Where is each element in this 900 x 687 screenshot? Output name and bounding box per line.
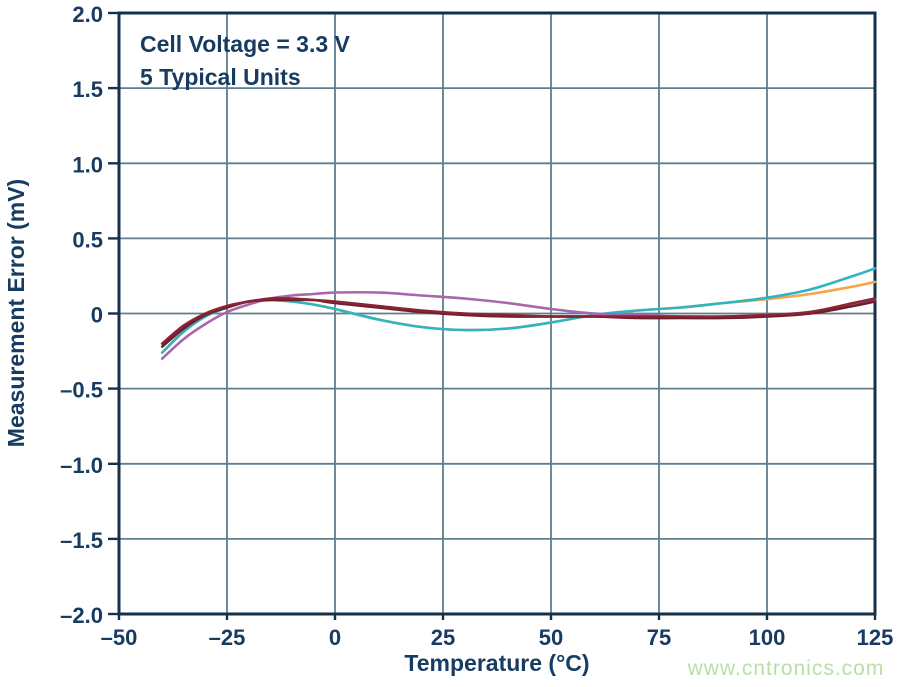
curve-unit-4-maroon [160,296,877,345]
y-tick-label: 1.5 [72,77,103,102]
x-tick-label: 125 [857,625,894,650]
y-tick-label: 0 [91,303,103,328]
x-tick-label: 50 [539,625,563,650]
x-tick-label: 0 [329,625,341,650]
annotation-line1: Cell Voltage = 3.3 V [140,31,351,57]
y-tick-label: –2.0 [60,603,103,628]
x-tick-label: 25 [431,625,455,650]
curves-layer [160,267,877,360]
watermark: www.cntronics.com [687,657,885,680]
x-tick-label: –50 [101,625,138,650]
x-tick-label: 75 [647,625,671,650]
y-tick-label: –1.5 [60,528,103,553]
x-tick-label: –25 [209,625,246,650]
annotation-line2: 5 Typical Units [140,64,301,90]
y-tick-label: –1.0 [60,453,103,478]
curve-unit-3-purple [160,290,877,360]
tick-labels-layer: –50 –25 0 25 50 75 100 125 2.0 1.5 1.0 0.5 0 –0.5 –1.0… [60,2,893,650]
y-tick-label: 2.0 [72,2,103,27]
tick-marks-layer [108,11,877,620]
x-axis-title: Temperature (°C) [404,650,589,676]
curve-unit-5-darkred [160,298,877,348]
y-tick-label: –0.5 [60,378,103,403]
y-tick-label: 0.5 [72,227,103,252]
gridlines-layer [119,13,875,614]
y-axis-title: Measurement Error (mV) [3,179,29,447]
curve-unit-1-teal [160,267,877,354]
y-tick-label: 1.0 [72,152,103,177]
x-tick-label: 100 [749,625,786,650]
